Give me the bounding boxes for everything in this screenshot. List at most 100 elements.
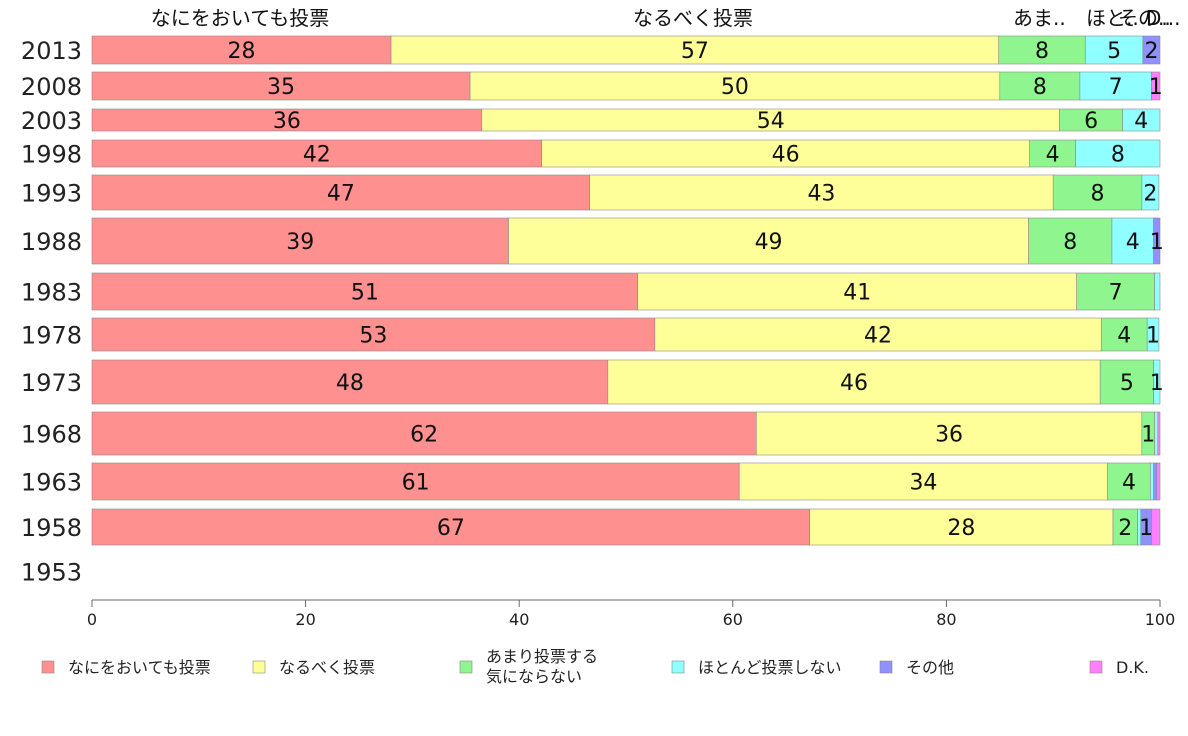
- bar-segment: [1075, 139, 1161, 168]
- category-label-1958: 1958: [21, 514, 82, 542]
- legend-label: D.K.: [1116, 658, 1149, 677]
- data-label: 2: [1143, 182, 1157, 207]
- bar-segment: [607, 359, 1101, 405]
- bar-segment: [589, 174, 1054, 211]
- legend-swatch: [879, 660, 893, 674]
- legend-label: なにをおいても投票: [68, 658, 211, 677]
- data-label: 4: [1046, 143, 1060, 168]
- legend-label: なるべく投票: [279, 658, 375, 677]
- bar-segment: [1142, 35, 1161, 65]
- bar-segment: [1150, 462, 1154, 501]
- bar-segment: [91, 35, 392, 65]
- bar-segment: [91, 411, 757, 456]
- top-series-label: あま..: [1013, 6, 1066, 30]
- bar-segment: [1028, 217, 1113, 265]
- bar-segment: [1079, 71, 1152, 101]
- bar-segment: [1112, 508, 1138, 546]
- x-tick-label: 60: [723, 610, 743, 629]
- data-label: 49: [755, 230, 783, 255]
- legend-label: 気にならない: [486, 667, 582, 686]
- data-label: 36: [935, 423, 963, 448]
- bar-segment: [1154, 411, 1159, 456]
- top-series-label: なにをおいても投票: [151, 6, 329, 30]
- bar-segment: [91, 71, 471, 101]
- bar-segment: [1146, 317, 1160, 352]
- data-label: 34: [909, 471, 937, 496]
- category-label-2008: 2008: [21, 73, 82, 101]
- bar-segment: [91, 174, 590, 211]
- bar-segment: [1076, 272, 1155, 311]
- bar-segment: [91, 317, 656, 352]
- category-label-1983: 1983: [21, 279, 82, 307]
- data-label: 8: [1035, 39, 1049, 64]
- data-label: 42: [864, 324, 892, 349]
- bar-segment: [1100, 317, 1148, 352]
- data-label: 50: [721, 75, 749, 100]
- bar-segment: [541, 139, 1031, 168]
- legend-swatch: [671, 660, 685, 674]
- data-label: 8: [1091, 182, 1105, 207]
- bar-segment: [755, 411, 1143, 456]
- top-series-label: なるべく投票: [633, 6, 753, 30]
- data-label: 1: [1141, 423, 1155, 448]
- data-label: 39: [286, 230, 314, 255]
- data-label: 61: [402, 471, 430, 496]
- x-tick-label: 40: [509, 610, 529, 629]
- category-labels: 2013 2008 2003 1998 1993 1988 1983 1978 1973 1968…: [21, 37, 82, 587]
- bar-segment: [738, 462, 1108, 501]
- legend-label: あまり投票する: [486, 647, 598, 666]
- bar-segment: [91, 508, 810, 546]
- data-label: 7: [1109, 281, 1123, 306]
- category-label-1963: 1963: [21, 469, 82, 497]
- bar-segment: [1154, 272, 1161, 311]
- data-label: 4: [1126, 230, 1140, 255]
- category-label-1968: 1968: [21, 421, 82, 449]
- data-label: 57: [681, 39, 709, 64]
- data-label: 1: [1150, 371, 1164, 396]
- bar-segment: [654, 317, 1102, 352]
- legend-label: その他: [906, 658, 954, 677]
- data-label: 47: [327, 182, 355, 207]
- bar-segment: [469, 71, 1001, 101]
- legend-swatch: [459, 660, 473, 674]
- data-label: 54: [757, 109, 785, 134]
- data-label: 7: [1109, 75, 1123, 100]
- data-label: 53: [359, 324, 387, 349]
- data-label: 2: [1144, 39, 1158, 64]
- bar-segment: [1153, 217, 1161, 265]
- data-label: 28: [947, 516, 975, 541]
- bar-segment: [508, 217, 1029, 265]
- bar-segment: [1029, 139, 1076, 168]
- data-label: 48: [336, 371, 364, 396]
- bar-segment: [1151, 508, 1161, 546]
- data-label: 43: [807, 182, 835, 207]
- data-label: 1: [1149, 75, 1163, 100]
- data-label: 6: [1084, 109, 1098, 134]
- bar-segment: [1084, 35, 1144, 65]
- bar-segment: [637, 272, 1077, 311]
- top-series-label: その..: [1118, 6, 1171, 30]
- legend-swatch: [252, 660, 266, 674]
- bar-segment: [1111, 217, 1154, 265]
- category-label-1953: 1953: [21, 559, 82, 587]
- bar-segment: [809, 508, 1114, 546]
- category-label-1978: 1978: [21, 322, 82, 350]
- data-label: 46: [840, 371, 868, 396]
- data-label: 5: [1107, 39, 1121, 64]
- legend-label: ほとんど投票しない: [698, 658, 842, 677]
- data-label: 1: [1146, 324, 1160, 349]
- bar-segment: [1151, 71, 1161, 101]
- bar-segment: [1153, 462, 1158, 501]
- category-label-1973: 1973: [21, 369, 82, 397]
- data-label: 62: [410, 423, 438, 448]
- data-label: 8: [1063, 230, 1077, 255]
- data-label: 42: [303, 143, 331, 168]
- category-label-2003: 2003: [21, 107, 82, 135]
- bar-segment: [1122, 108, 1161, 132]
- top-series-labels: なにをおいても投票 なるべく投票 あま.. ほと..その..D...: [151, 6, 1181, 30]
- legend-swatch: [1089, 660, 1103, 674]
- x-tick-label: 80: [936, 610, 956, 629]
- data-label: 1: [1139, 516, 1153, 541]
